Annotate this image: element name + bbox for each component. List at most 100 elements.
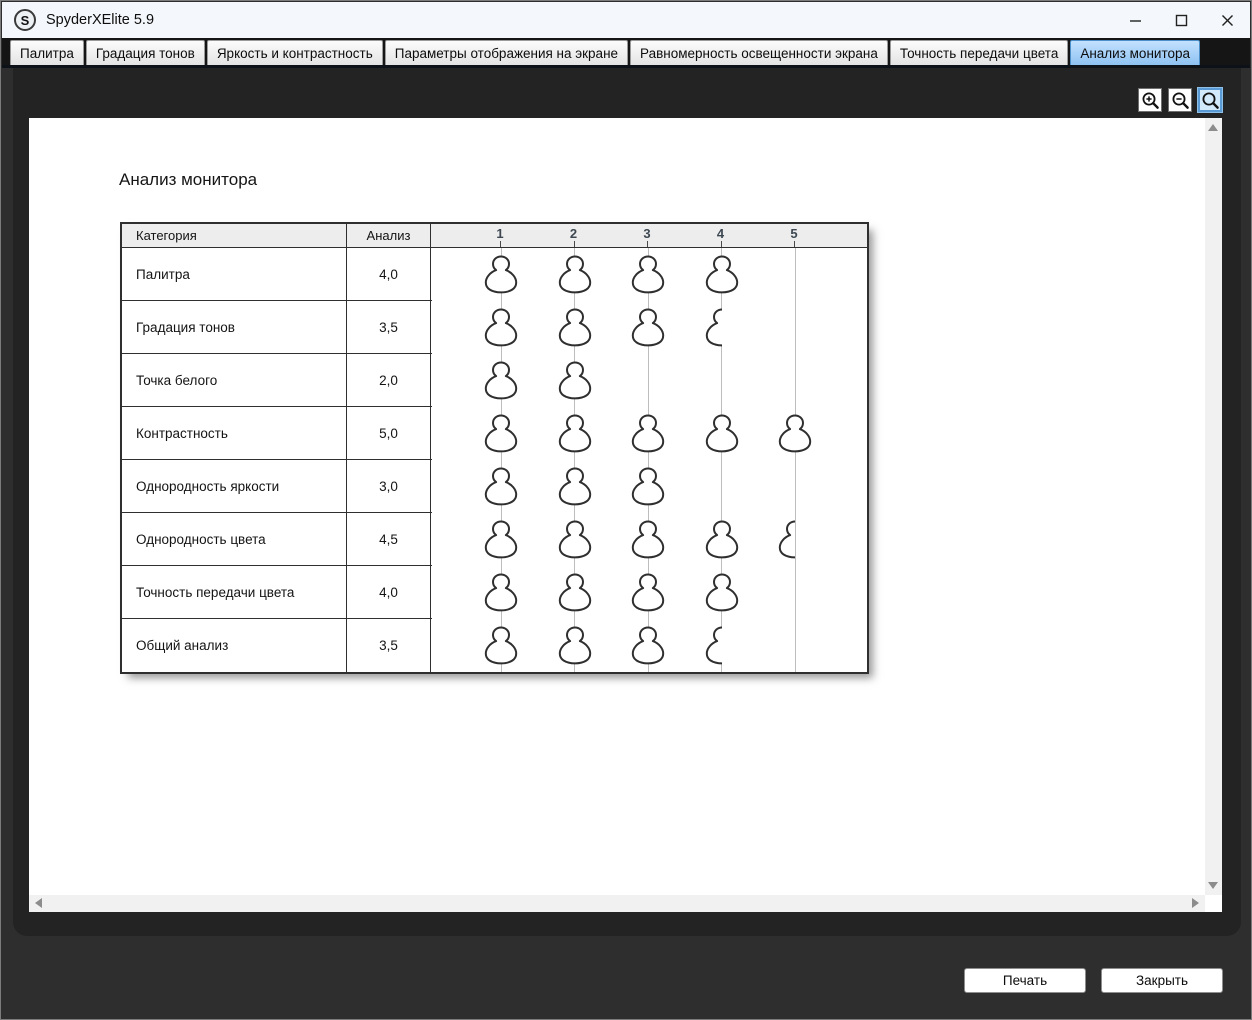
column-header-category: Категория <box>122 224 347 247</box>
zoom-toolbar <box>1138 88 1222 112</box>
category-cell: Контрастность <box>122 407 347 459</box>
table-row: Точка белого 2,0 <box>122 354 432 407</box>
scale-tick <box>720 241 722 247</box>
close-dialog-button[interactable]: Закрыть <box>1101 968 1223 993</box>
chart-gridline <box>574 248 575 672</box>
scale-tick <box>794 241 795 247</box>
tab-palette[interactable]: Палитра <box>10 40 84 65</box>
table-row: Однородность цвета 4,5 <box>122 513 432 566</box>
rating-shape <box>699 519 745 561</box>
print-button[interactable]: Печать <box>964 968 1086 993</box>
zoom-in-button[interactable] <box>1138 88 1162 112</box>
analysis-value-cell: 2,0 <box>347 354 431 406</box>
rating-half-shape <box>699 625 722 667</box>
tab-monitor-analysis[interactable]: Анализ монитора <box>1070 40 1200 65</box>
table-row: Однородность яркости 3,0 <box>122 460 432 513</box>
rating-shape <box>699 413 745 455</box>
tab-brightness-contrast[interactable]: Яркость и контрастность <box>206 40 383 65</box>
scrollbar-corner <box>1205 895 1222 912</box>
scroll-left-icon[interactable] <box>35 898 42 908</box>
rating-shape <box>625 466 671 508</box>
report-page: Анализ монитора Категория Анализ 1 2 3 4 5 П… <box>29 118 1205 895</box>
scroll-up-icon[interactable] <box>1208 124 1218 131</box>
minimize-button[interactable] <box>1112 2 1158 38</box>
zoom-select-button[interactable] <box>1198 88 1222 112</box>
rating-shape <box>478 572 524 614</box>
content-panel: Анализ монитора Категория Анализ 1 2 3 4 5 П… <box>13 68 1241 936</box>
vertical-scrollbar[interactable] <box>1205 118 1222 895</box>
analysis-value-cell: 4,0 <box>347 248 431 300</box>
zoom-out-icon <box>1172 92 1189 109</box>
rating-shape <box>552 519 598 561</box>
close-icon <box>1221 14 1233 26</box>
rating-shape <box>625 625 671 667</box>
rating-shape <box>478 360 524 402</box>
rating-shape <box>478 413 524 455</box>
rating-shape <box>552 413 598 455</box>
chart-gridline <box>794 248 796 672</box>
table-header-row: Категория Анализ 1 2 3 4 5 <box>122 224 867 248</box>
analysis-value-cell: 3,5 <box>347 619 431 672</box>
title-bar: S SpyderXElite 5.9 <box>2 2 1250 38</box>
window-controls <box>1112 2 1250 38</box>
tab-bar: Палитра Градация тонов Яркость и контрастн… <box>2 38 1250 65</box>
scale-label-1: 1 <box>496 226 504 241</box>
chart-gridline <box>721 248 722 672</box>
chart-gridline <box>500 248 502 672</box>
table-row: Контрастность 5,0 <box>122 407 432 460</box>
table-left-columns: Палитра 4,0 Градация тонов 3,5 Точка белого 2… <box>122 248 432 672</box>
rating-shape <box>478 307 524 349</box>
close-button[interactable] <box>1204 2 1250 38</box>
minimize-icon <box>1129 19 1141 22</box>
rating-shape <box>625 254 671 296</box>
rating-shape <box>625 413 671 455</box>
rating-shape <box>699 572 745 614</box>
category-cell: Палитра <box>122 248 347 300</box>
category-cell: Градация тонов <box>122 301 347 353</box>
zoom-out-button[interactable] <box>1168 88 1192 112</box>
rating-shape <box>478 519 524 561</box>
tab-tone-response[interactable]: Градация тонов <box>85 40 205 65</box>
analysis-value-cell: 4,0 <box>347 566 431 618</box>
scale-tick <box>500 241 501 247</box>
category-cell: Общий анализ <box>122 619 347 672</box>
rating-shape <box>478 466 524 508</box>
rating-shape <box>625 519 671 561</box>
table-row: Общий анализ 3,5 <box>122 619 432 672</box>
maximize-button[interactable] <box>1158 2 1204 38</box>
tab-underline <box>2 65 1250 68</box>
scroll-right-icon[interactable] <box>1192 898 1199 908</box>
horizontal-scrollbar[interactable] <box>29 895 1205 912</box>
rating-shape <box>552 572 598 614</box>
scale-tick <box>647 241 648 247</box>
rating-shape <box>699 254 745 296</box>
tab-screen-uniformity[interactable]: Равномерность освещенности экрана <box>630 40 888 65</box>
rating-shape <box>552 625 598 667</box>
column-header-scale: 1 2 3 4 5 <box>431 224 867 247</box>
tab-color-accuracy[interactable]: Точность передачи цвета <box>889 40 1069 65</box>
tab-display-settings[interactable]: Параметры отображения на экране <box>384 40 629 65</box>
rating-shape <box>552 307 598 349</box>
magnifier-icon <box>1202 92 1219 109</box>
rating-shape <box>478 254 524 296</box>
category-cell: Точка белого <box>122 354 347 406</box>
table-body: Палитра 4,0 Градация тонов 3,5 Точка белого 2… <box>122 248 867 672</box>
rating-shape <box>772 413 818 455</box>
scroll-down-icon[interactable] <box>1208 882 1218 889</box>
category-cell: Однородность цвета <box>122 513 347 565</box>
rating-shape <box>625 572 671 614</box>
scale-label-2: 2 <box>569 226 578 241</box>
scale-label-4: 4 <box>716 226 725 241</box>
page-title: Анализ монитора <box>119 170 258 189</box>
rating-shape <box>625 307 671 349</box>
rating-shape <box>552 360 598 402</box>
maximize-icon <box>1175 14 1187 26</box>
analysis-value-cell: 3,5 <box>347 301 431 353</box>
app-logo-icon: S <box>14 9 36 31</box>
table-row: Палитра 4,0 <box>122 248 432 301</box>
window-title: SpyderXElite 5.9 <box>46 12 155 28</box>
rating-chart-area <box>432 248 867 672</box>
rating-shape <box>552 466 598 508</box>
